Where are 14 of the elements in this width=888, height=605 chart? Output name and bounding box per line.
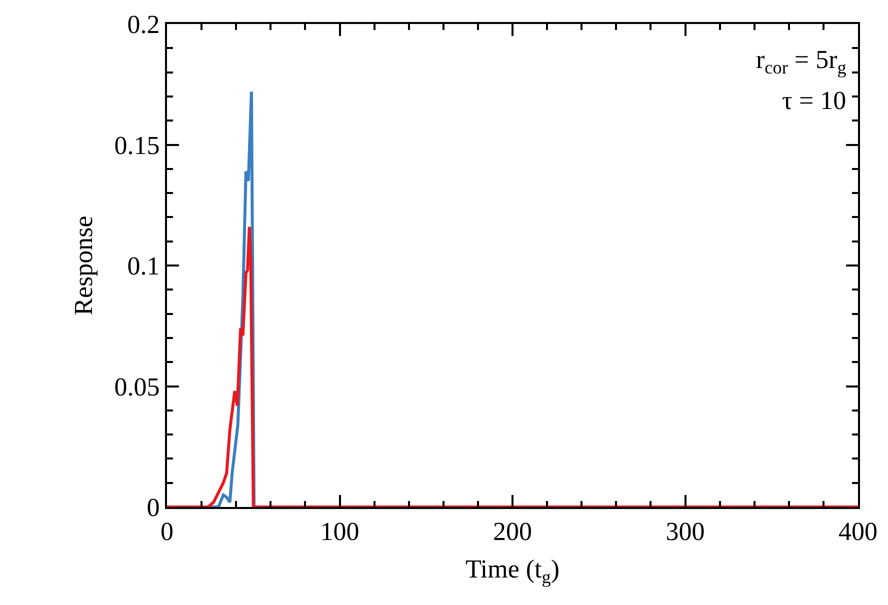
x-tick-label: 200: [493, 517, 532, 546]
line-series: [167, 225, 858, 507]
x-tick-label: 100: [320, 517, 360, 546]
y-tick-label: 0.2: [127, 10, 160, 40]
annotation: r$_{cor}$ = 5r$_{g}$: [756, 45, 846, 78]
x-axis-title: Time (t$_{g}$): [465, 554, 560, 587]
x-tick-label: 400: [838, 517, 878, 546]
y-tick-label: 0.15: [114, 130, 160, 160]
y-tick-label: 0.1: [127, 252, 160, 281]
y-tick-label: 0.05: [114, 372, 160, 402]
x-tick-label: 300: [666, 517, 705, 546]
y-axis-title: Response: [69, 216, 98, 316]
annotation: τ = 10: [782, 86, 846, 115]
y-tick-label: 0: [146, 493, 160, 522]
